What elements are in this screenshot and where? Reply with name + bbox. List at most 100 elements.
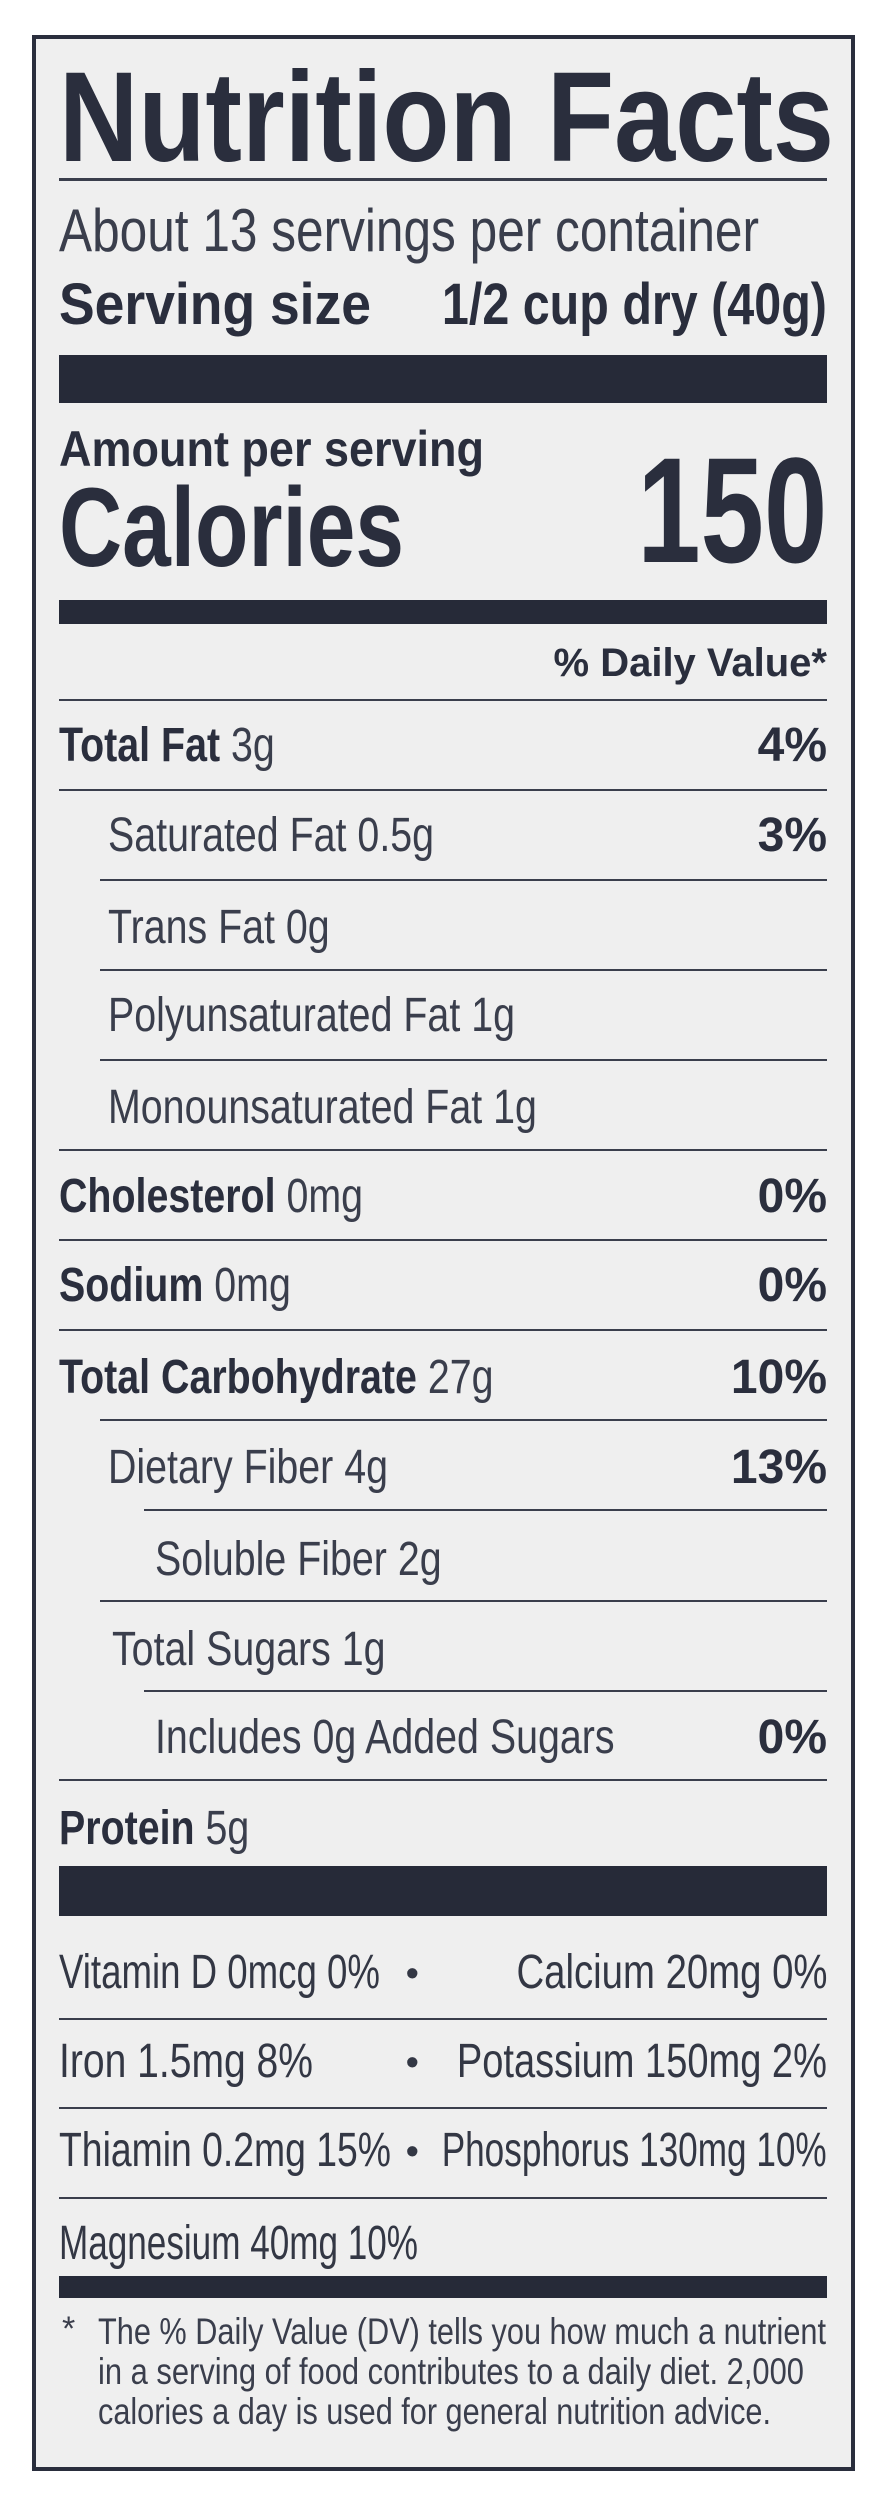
nutrient-amount: 0mg <box>286 1170 364 1223</box>
nutrient-name: Total Fat <box>59 719 221 772</box>
micronutrient-row: Vitamin D 0mcg 0% • Calcium 20mg 0% <box>0 1943 883 2003</box>
nutrient-amount: 2g <box>397 1533 442 1586</box>
nutrient-dv: 0% <box>757 1259 827 1312</box>
daily-value-header-text: % Daily Value* <box>553 641 827 685</box>
divider <box>59 699 827 701</box>
nutrient-row-trans-fat: Trans Fat 0g <box>0 898 883 958</box>
micronutrient-left: Thiamin 0.2mg 15% <box>59 2124 391 2177</box>
nutrient-row-saturated-fat: Saturated Fat 0.5g 3% <box>0 806 883 866</box>
divider <box>59 178 827 181</box>
footnote-line: The % Daily Value (DV) tells you how muc… <box>98 2311 826 2352</box>
footnote-line: in a serving of food contributes to a da… <box>98 2351 804 2392</box>
nutrient-row-polyunsaturated-fat: Polyunsaturated Fat 1g <box>0 986 883 1046</box>
divider <box>100 1059 827 1061</box>
servings-text: About 13 servings per container <box>59 197 759 264</box>
micronutrient-left: Magnesium 40mg 10% <box>59 2217 418 2270</box>
micronutrient-row: Magnesium 40mg 10% <box>0 2214 883 2274</box>
nutrient-name: Monounsaturated Fat <box>108 1081 483 1134</box>
divider <box>59 1239 827 1241</box>
nutrient-name: Cholesterol <box>59 1170 276 1223</box>
title: Nutrition Facts <box>59 46 883 189</box>
nutrient-dv: 0% <box>757 1170 827 1223</box>
title-text: Nutrition Facts <box>59 46 834 189</box>
amount-per-serving: Amount per serving <box>59 420 531 478</box>
nutrient-dv: 10% <box>730 1351 827 1404</box>
nutrient-name: Total Sugars <box>112 1623 331 1676</box>
divider <box>144 1690 827 1692</box>
nutrient-amount: 1g <box>341 1623 386 1676</box>
divider <box>100 969 827 971</box>
nutrient-name: Polyunsaturated Fat <box>108 989 461 1042</box>
nutrient-row-cholesterol: Cholesterol 0mg 0% <box>0 1167 883 1227</box>
nutrient-name: Protein <box>59 1802 195 1855</box>
nutrient-row-total-fat: Total Fat 3g 4% <box>0 716 883 776</box>
nutrient-amount: 0g <box>285 901 330 954</box>
nutrient-amount: 1g <box>493 1081 537 1134</box>
micronutrient-row: Thiamin 0.2mg 15% • Phosphorus 130mg 10% <box>0 2121 883 2181</box>
bullet: • <box>406 2130 419 2171</box>
divider <box>59 2197 827 2199</box>
nutrient-amount: 1g <box>471 989 515 1042</box>
daily-value-header: % Daily Value* <box>554 638 827 688</box>
nutrient-amount: 5g <box>205 1802 250 1855</box>
nutrient-row-protein: Protein 5g <box>0 1799 883 1859</box>
footnote-line: calories a day is used for general nutri… <box>98 2391 771 2432</box>
nutrient-name: Saturated Fat <box>108 809 347 862</box>
footnote-asterisk: * <box>62 2310 76 2348</box>
bullet: • <box>406 2041 419 2082</box>
nutrient-name: Includes 0g Added Sugars <box>155 1711 615 1764</box>
serving-size-label: Serving size <box>59 272 397 338</box>
micronutrient-right: Potassium 150mg 2% <box>457 2035 827 2088</box>
serving-size-value: 1/2 cup dry (40g) <box>366 272 827 338</box>
nutrient-row-total-carbohydrate: Total Carbohydrate 27g 10% <box>0 1348 883 1408</box>
bullet: • <box>406 1952 419 1993</box>
nutrient-row-total-sugars: Total Sugars 1g <box>0 1620 883 1680</box>
divider <box>144 1509 827 1511</box>
amount-per-serving-text: Amount per serving <box>59 421 484 477</box>
micronutrient-right: Calcium 20mg 0% <box>516 1946 827 1999</box>
divider <box>59 2107 827 2109</box>
nutrition-label <box>32 35 855 2471</box>
micronutrient-left: Iron 1.5mg 8% <box>59 2035 313 2088</box>
divider <box>100 879 827 881</box>
nutrient-row-sodium: Sodium 0mg 0% <box>0 1256 883 1316</box>
nutrient-row-dietary-fiber: Dietary Fiber 4g 13% <box>0 1438 883 1498</box>
micronutrient-left: Vitamin D 0mcg 0% <box>59 1946 380 1999</box>
nutrient-row-soluble-fiber: Soluble Fiber 2g <box>0 1530 883 1590</box>
divider <box>59 789 827 791</box>
nutrient-amount: 0.5g <box>357 809 435 862</box>
thick-bar <box>59 355 827 403</box>
serving-size-label-text: Serving size <box>59 272 371 337</box>
nutrient-amount: 4g <box>344 1441 389 1494</box>
nutrient-row-added-sugars: Includes 0g Added Sugars 0% <box>0 1708 883 1768</box>
nutrient-name: Trans Fat <box>108 901 275 954</box>
medium-bar <box>59 2276 827 2298</box>
thick-bar <box>59 1866 827 1916</box>
nutrient-dv: 4% <box>757 719 827 772</box>
nutrient-name: Soluble Fiber <box>155 1533 387 1586</box>
nutrient-dv: 0% <box>757 1711 827 1764</box>
divider <box>100 1600 827 1602</box>
divider <box>59 1149 827 1151</box>
medium-bar <box>59 600 827 624</box>
micronutrient-row: Iron 1.5mg 8% • Potassium 150mg 2% <box>0 2032 883 2092</box>
nutrient-amount: 3g <box>231 719 275 772</box>
nutrient-amount: 27g <box>427 1351 494 1404</box>
divider <box>59 1779 827 1781</box>
divider <box>59 2018 827 2020</box>
serving-size-value-text: 1/2 cup dry (40g) <box>442 272 827 337</box>
divider <box>59 1329 827 1331</box>
divider <box>100 1419 827 1421</box>
nutrient-name: Total Carbohydrate <box>59 1351 417 1404</box>
nutrient-amount: 0mg <box>214 1259 291 1312</box>
nutrient-dv: 3% <box>757 809 827 862</box>
servings-per-container: About 13 servings per container <box>59 196 883 266</box>
calories-label: Calories <box>59 472 501 584</box>
nutrient-name: Dietary Fiber <box>108 1441 334 1494</box>
nutrient-name: Sodium <box>59 1259 204 1312</box>
calories-value: 150 <box>577 426 827 594</box>
calories-value-text: 150 <box>637 426 827 594</box>
nutrient-row-monounsaturated-fat: Monounsaturated Fat 1g <box>0 1078 883 1138</box>
nutrient-dv: 13% <box>730 1441 827 1494</box>
micronutrient-right: Phosphorus 130mg 10% <box>442 2124 827 2177</box>
